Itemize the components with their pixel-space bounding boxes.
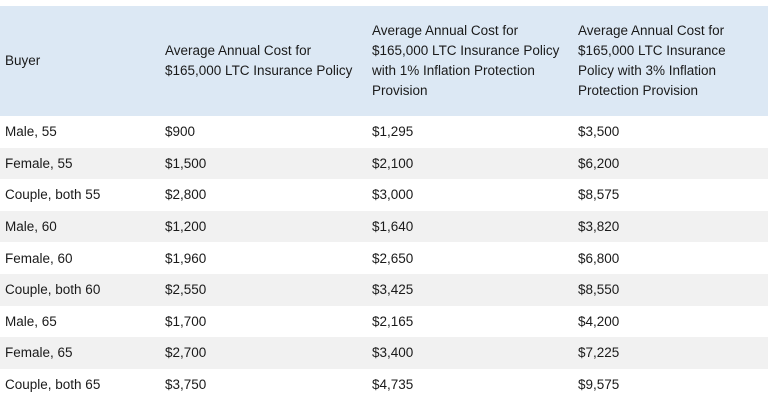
cell-3pct-cost: $6,800 <box>578 250 620 266</box>
cell-base-cost: $2,700 <box>165 345 207 361</box>
cell-buyer: Female, 60 <box>5 250 73 266</box>
table-body: Male, 55 $900 $1,295 $3,500 Female, 55 $… <box>0 116 768 401</box>
cell-3pct-cost: $7,225 <box>578 345 620 361</box>
cell-buyer: Female, 55 <box>5 155 73 171</box>
table-row: Couple, both 60 $2,550 $3,425 $8,550 <box>0 273 768 306</box>
cell-3pct-cost: $3,500 <box>578 124 620 140</box>
cell-1pct-cost: $3,000 <box>372 187 414 203</box>
cell-3pct-cost: $3,820 <box>578 219 620 235</box>
cell-buyer: Couple, both 65 <box>5 377 101 393</box>
cell-3pct-cost: $9,575 <box>578 377 620 393</box>
table-row: Male, 60 $1,200 $1,640 $3,820 <box>0 210 768 243</box>
cell-base-cost: $900 <box>165 124 196 140</box>
cell-1pct-cost: $2,650 <box>372 250 414 266</box>
cell-buyer: Male, 60 <box>5 219 57 235</box>
cell-buyer: Female, 65 <box>5 345 73 361</box>
header-buyer: Buyer <box>5 53 41 68</box>
table-row: Couple, both 65 $3,750 $4,735 $9,575 <box>0 368 768 401</box>
cell-1pct-cost: $3,425 <box>372 282 414 298</box>
cell-1pct-cost: $2,165 <box>372 313 414 329</box>
table-row: Female, 55 $1,500 $2,100 $6,200 <box>0 147 768 180</box>
ltc-cost-table: Buyer Average Annual Cost for $165,000 L… <box>0 6 768 401</box>
cell-base-cost: $2,550 <box>165 282 207 298</box>
cell-1pct-cost: $2,100 <box>372 155 414 171</box>
cell-buyer: Couple, both 55 <box>5 187 101 203</box>
cell-3pct-cost: $8,575 <box>578 187 620 203</box>
cell-base-cost: $1,700 <box>165 313 207 329</box>
cell-1pct-cost: $1,295 <box>372 124 414 140</box>
table-row: Male, 55 $900 $1,295 $3,500 <box>0 116 768 148</box>
cell-3pct-cost: $6,200 <box>578 155 620 171</box>
cell-3pct-cost: $4,200 <box>578 313 620 329</box>
cell-1pct-cost: $3,400 <box>372 345 414 361</box>
table-header: Buyer Average Annual Cost for $165,000 L… <box>0 6 768 116</box>
table-row: Female, 60 $1,960 $2,650 $6,800 <box>0 242 768 274</box>
header-3pct-inflation-cost: Average Annual Cost for $165,000 LTC Ins… <box>578 23 726 98</box>
cell-base-cost: $3,750 <box>165 377 207 393</box>
table-row: Female, 65 $2,700 $3,400 $7,225 <box>0 337 768 369</box>
header-1pct-inflation-cost: Average Annual Cost for $165,000 LTC Ins… <box>372 23 560 98</box>
table-row: Male, 65 $1,700 $2,165 $4,200 <box>0 305 768 338</box>
table-row: Couple, both 55 $2,800 $3,000 $8,575 <box>0 179 768 211</box>
header-base-cost: Average Annual Cost for $165,000 LTC Ins… <box>165 43 353 78</box>
cell-base-cost: $1,960 <box>165 250 207 266</box>
cell-base-cost: $2,800 <box>165 187 207 203</box>
cell-base-cost: $1,200 <box>165 219 207 235</box>
header-row: Buyer Average Annual Cost for $165,000 L… <box>0 6 768 116</box>
cell-1pct-cost: $1,640 <box>372 219 414 235</box>
cell-buyer: Male, 65 <box>5 313 57 329</box>
cell-base-cost: $1,500 <box>165 155 207 171</box>
cell-buyer: Male, 55 <box>5 124 57 140</box>
cell-3pct-cost: $8,550 <box>578 282 620 298</box>
cell-1pct-cost: $4,735 <box>372 377 414 393</box>
cell-buyer: Couple, both 60 <box>5 282 101 298</box>
